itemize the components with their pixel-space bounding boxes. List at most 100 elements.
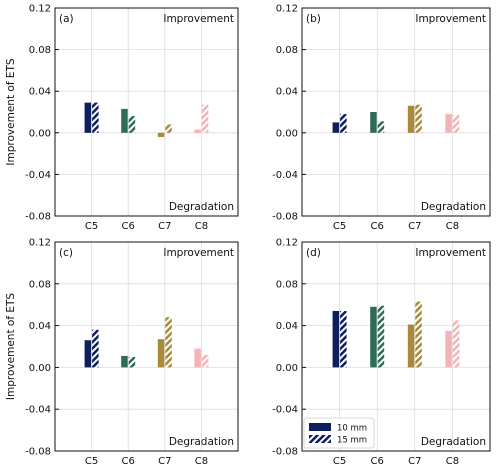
- ytick-label: 0.00: [29, 363, 51, 374]
- legend: 10 mm 15 mm: [303, 417, 375, 449]
- ytick-label: 0.12: [29, 238, 51, 249]
- xtick-label: C5: [333, 456, 346, 467]
- xtick-label: C8: [446, 456, 459, 467]
- bar-c5-15mm: [340, 114, 347, 133]
- legend-swatch-solid: [309, 423, 331, 431]
- bar-c5-15mm: [92, 102, 99, 133]
- ytick-label: 0.00: [29, 128, 51, 139]
- bar-c8-10mm: [445, 114, 452, 133]
- xtick-label: C6: [122, 221, 135, 232]
- annotation-improvement: Improvement: [163, 247, 234, 259]
- bar-c7-15mm: [165, 317, 172, 368]
- bar-c7-15mm: [415, 104, 422, 133]
- panel-label: (b): [306, 13, 321, 25]
- bar-c5-10mm: [84, 102, 92, 133]
- xtick-label: C8: [195, 221, 208, 232]
- bar-c6-10mm: [121, 355, 128, 368]
- bar-c7-10mm: [407, 324, 415, 368]
- xtick-label: C5: [333, 221, 346, 232]
- xtick-label: C7: [158, 221, 171, 232]
- ytick-label: -0.04: [272, 170, 298, 181]
- ytick-label: 0.04: [276, 87, 298, 98]
- ytick-label: -0.08: [25, 212, 51, 223]
- xtick-label: C6: [371, 456, 384, 467]
- bar-c7-15mm: [165, 124, 172, 133]
- xtick-label: C8: [195, 456, 208, 467]
- legend-label: 10 mm: [337, 424, 367, 434]
- ytick-label: 0.12: [276, 4, 298, 15]
- legend-label: 15 mm: [337, 436, 367, 446]
- xtick-label: C6: [122, 456, 135, 467]
- plot-frame: [301, 7, 491, 217]
- xtick-label: C7: [158, 456, 171, 467]
- ytick-label: 0.08: [276, 45, 298, 56]
- y-axis-label: Improvement of ETS: [5, 58, 17, 165]
- ytick-label: -0.04: [272, 405, 298, 416]
- plot-frame: [301, 241, 491, 452]
- ytick-label: 0.12: [276, 238, 298, 249]
- bar-c6-10mm: [370, 112, 377, 133]
- xtick-label: C7: [408, 456, 421, 467]
- ytick-label: -0.08: [25, 447, 51, 458]
- bar-c5-10mm: [84, 340, 92, 368]
- bar-c8-15mm: [201, 104, 209, 133]
- ytick-label: -0.08: [272, 212, 298, 223]
- xtick-label: C6: [371, 221, 384, 232]
- bar-c6-15mm: [377, 305, 385, 368]
- y-axis-label: Improvement of ETS: [5, 293, 17, 400]
- annotation-improvement: Improvement: [415, 13, 486, 25]
- bar-c6-10mm: [121, 108, 128, 133]
- annotation-degradation: Degradation: [169, 201, 234, 213]
- ytick-label: 0.04: [29, 87, 51, 98]
- bar-c6-15mm: [377, 121, 385, 133]
- bar-c7-10mm: [157, 339, 165, 368]
- ytick-label: -0.04: [25, 170, 51, 181]
- annotation-improvement: Improvement: [163, 13, 234, 25]
- xtick-label: C7: [408, 221, 421, 232]
- panel-label: (c): [59, 247, 73, 259]
- panel-d: -0.08 -0.04 0.00 0.04 0.08 0.12 C5 C6 C7 C8 (d) Imp…: [272, 238, 491, 467]
- panel-a: -0.08 -0.04 0.00 0.04 0.08 0.12 C5 C6 C7 C8 (a) Imp…: [25, 4, 239, 232]
- bar-c6-15mm: [128, 356, 136, 368]
- bar-c8-15mm: [201, 354, 209, 368]
- bar-c7-15mm: [415, 301, 422, 368]
- bar-c7-10mm: [407, 105, 415, 133]
- bar-c8-10mm: [194, 348, 201, 368]
- plot-frame: [54, 241, 239, 452]
- annotation-improvement: Improvement: [415, 247, 486, 259]
- ytick-label: 0.04: [29, 321, 51, 332]
- panel-label: (a): [59, 13, 74, 25]
- bar-c8-10mm: [445, 330, 452, 368]
- annotation-degradation: Degradation: [169, 436, 234, 448]
- bar-c5-10mm: [332, 310, 340, 368]
- bar-c6-10mm: [370, 306, 377, 368]
- ytick-label: 0.00: [276, 128, 298, 139]
- ytick-label: 0.08: [29, 279, 51, 290]
- annotation-degradation: Degradation: [421, 201, 486, 213]
- ytick-label: 0.04: [276, 321, 298, 332]
- ytick-label: 0.12: [29, 4, 51, 15]
- panel-b: -0.08 -0.04 0.00 0.04 0.08 0.12 C5 C6 C7 C8 (b) Imp…: [272, 4, 491, 232]
- bar-c6-15mm: [128, 116, 136, 133]
- bar-c8-10mm: [194, 129, 201, 133]
- annotation-degradation: Degradation: [421, 436, 486, 448]
- bar-c5-10mm: [332, 122, 340, 133]
- panel-c: -0.08 -0.04 0.00 0.04 0.08 0.12 C5 C6 C7 C8 (c) Imp…: [25, 238, 239, 467]
- bar-c5-15mm: [92, 329, 99, 368]
- panel-label: (d): [306, 247, 321, 259]
- bar-c7-10mm: [157, 132, 165, 137]
- legend-swatch-hatched: [309, 435, 331, 443]
- ytick-label: 0.08: [29, 45, 51, 56]
- bar-c8-15mm: [452, 320, 460, 368]
- ytick-label: 0.00: [276, 363, 298, 374]
- ytick-label: 0.08: [276, 279, 298, 290]
- xtick-label: C8: [446, 221, 459, 232]
- ytick-label: -0.08: [272, 447, 298, 458]
- plot-frame: [54, 7, 239, 217]
- bar-c8-15mm: [452, 115, 460, 133]
- xtick-label: C5: [85, 221, 98, 232]
- bar-c5-15mm: [340, 310, 347, 368]
- xtick-label: C5: [85, 456, 98, 467]
- ytick-label: -0.04: [25, 405, 51, 416]
